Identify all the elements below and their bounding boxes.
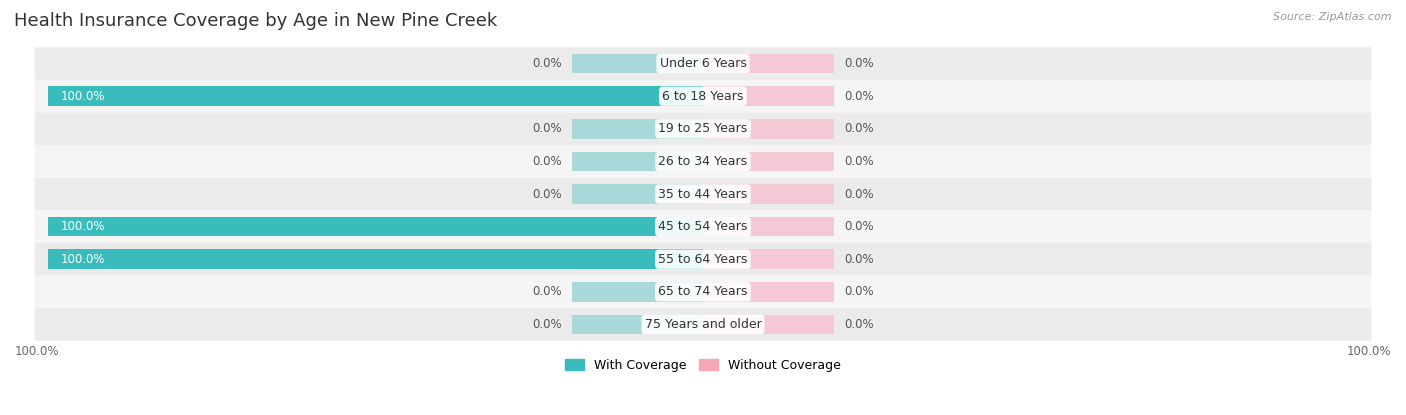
Text: 100.0%: 100.0% — [60, 253, 105, 266]
Text: 100.0%: 100.0% — [60, 220, 105, 233]
Text: 0.0%: 0.0% — [533, 285, 562, 298]
Bar — [703, 217, 834, 237]
Text: 19 to 25 Years: 19 to 25 Years — [658, 122, 748, 135]
Text: 35 to 44 Years: 35 to 44 Years — [658, 188, 748, 200]
Text: 0.0%: 0.0% — [844, 57, 873, 70]
Text: 100.0%: 100.0% — [1347, 344, 1391, 358]
FancyBboxPatch shape — [35, 145, 1371, 178]
Text: 100.0%: 100.0% — [15, 344, 59, 358]
FancyBboxPatch shape — [35, 308, 1371, 341]
Text: 45 to 54 Years: 45 to 54 Years — [658, 220, 748, 233]
Text: 6 to 18 Years: 6 to 18 Years — [662, 90, 744, 103]
FancyBboxPatch shape — [35, 210, 1371, 243]
Bar — [572, 315, 703, 334]
Text: 0.0%: 0.0% — [533, 122, 562, 135]
Bar — [572, 54, 703, 73]
Bar — [572, 282, 703, 302]
Bar — [572, 151, 703, 171]
Bar — [703, 315, 834, 334]
Bar — [703, 282, 834, 302]
Text: 55 to 64 Years: 55 to 64 Years — [658, 253, 748, 266]
Bar — [703, 54, 834, 73]
Text: 0.0%: 0.0% — [533, 57, 562, 70]
Text: 0.0%: 0.0% — [844, 220, 873, 233]
Text: 26 to 34 Years: 26 to 34 Years — [658, 155, 748, 168]
Bar — [703, 86, 834, 106]
Bar — [572, 119, 703, 139]
Text: 0.0%: 0.0% — [844, 155, 873, 168]
FancyBboxPatch shape — [35, 80, 1371, 112]
Text: 100.0%: 100.0% — [60, 90, 105, 103]
FancyBboxPatch shape — [35, 112, 1371, 145]
Text: 0.0%: 0.0% — [844, 90, 873, 103]
Bar — [703, 184, 834, 204]
Text: 0.0%: 0.0% — [533, 318, 562, 331]
Text: 0.0%: 0.0% — [533, 155, 562, 168]
Text: 0.0%: 0.0% — [844, 318, 873, 331]
Text: Source: ZipAtlas.com: Source: ZipAtlas.com — [1274, 12, 1392, 22]
FancyBboxPatch shape — [35, 243, 1371, 276]
Text: 75 Years and older: 75 Years and older — [644, 318, 762, 331]
Legend: With Coverage, Without Coverage: With Coverage, Without Coverage — [561, 354, 845, 377]
Text: 0.0%: 0.0% — [844, 122, 873, 135]
Bar — [572, 184, 703, 204]
Bar — [703, 119, 834, 139]
Text: Under 6 Years: Under 6 Years — [659, 57, 747, 70]
Bar — [48, 86, 703, 106]
Text: 65 to 74 Years: 65 to 74 Years — [658, 285, 748, 298]
Text: 0.0%: 0.0% — [844, 285, 873, 298]
Bar — [48, 217, 703, 237]
Bar — [703, 249, 834, 269]
Bar — [48, 249, 703, 269]
FancyBboxPatch shape — [35, 276, 1371, 308]
Bar — [703, 151, 834, 171]
Text: Health Insurance Coverage by Age in New Pine Creek: Health Insurance Coverage by Age in New … — [14, 12, 498, 30]
Text: 0.0%: 0.0% — [844, 253, 873, 266]
FancyBboxPatch shape — [35, 47, 1371, 80]
Text: 0.0%: 0.0% — [844, 188, 873, 200]
Text: 0.0%: 0.0% — [533, 188, 562, 200]
FancyBboxPatch shape — [35, 178, 1371, 210]
